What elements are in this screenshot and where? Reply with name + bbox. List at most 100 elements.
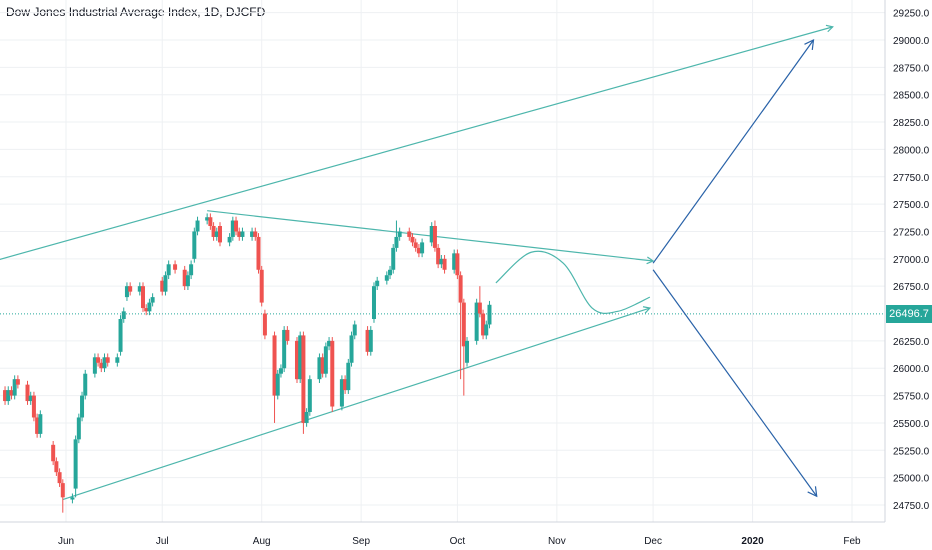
candle-down — [234, 220, 239, 232]
candle-up — [352, 324, 357, 336]
candle-up — [137, 286, 142, 292]
candle-up — [185, 275, 190, 287]
candle-down — [99, 362, 104, 369]
candle-up — [391, 247, 396, 270]
candle-down — [259, 269, 264, 303]
candle-up — [6, 390, 11, 402]
candle-down — [60, 483, 65, 498]
candle-up — [317, 357, 322, 380]
candle-up — [323, 346, 328, 374]
candle-down — [272, 335, 277, 396]
x-tick-label: Dec — [644, 536, 662, 547]
candle-down — [208, 217, 213, 226]
candle-down — [461, 302, 466, 347]
y-tick-label: 27250.0 — [893, 227, 930, 238]
x-tick-label: Sep — [352, 536, 370, 547]
candle-down — [54, 461, 59, 473]
candle-down — [256, 236, 261, 270]
candle-up — [339, 379, 344, 407]
candle-down — [442, 258, 447, 270]
candle-up — [147, 302, 152, 312]
y-tick-label: 28250.0 — [893, 118, 930, 129]
candle-down — [211, 226, 216, 237]
y-tick-label: 26000.0 — [893, 364, 930, 375]
candle-up — [150, 297, 155, 303]
candle-down — [253, 231, 258, 237]
bearish-arrow — [652, 269, 818, 497]
candle-down — [413, 242, 418, 248]
candle-up — [38, 414, 43, 434]
x-tick-label: Oct — [450, 536, 466, 547]
candle-up — [192, 231, 197, 259]
candle-up — [371, 286, 376, 319]
candle-down — [57, 472, 62, 484]
candle-up — [304, 412, 309, 423]
x-tick-label: Feb — [843, 536, 861, 547]
candle-up — [227, 236, 232, 243]
candle-down — [31, 395, 36, 418]
candle-up — [250, 231, 255, 237]
candle-down — [481, 313, 486, 336]
chart-title: Dow Jones Industrial Average Index, 1D, … — [6, 5, 266, 19]
candle-up — [102, 357, 107, 369]
candle-down — [237, 231, 242, 237]
candle-up — [115, 357, 120, 363]
y-tick-label: 29000.0 — [893, 36, 930, 47]
candle-down — [96, 357, 101, 363]
candle-up — [166, 264, 171, 276]
candle-up — [73, 439, 78, 489]
candle-down — [173, 264, 178, 270]
y-tick-label: 26750.0 — [893, 282, 930, 293]
candle-up — [124, 286, 129, 298]
last-price-label: 26496.7 — [886, 304, 932, 323]
candle-up — [388, 269, 393, 276]
candle-up — [298, 335, 303, 380]
candle-up — [189, 264, 194, 276]
candle-up — [12, 379, 17, 396]
candle-up — [346, 362, 351, 391]
candle-down — [320, 357, 325, 374]
candle-up — [118, 319, 123, 352]
candle-down — [455, 253, 460, 276]
upper-channel-arrowhead — [825, 24, 834, 33]
candle-up — [76, 417, 81, 440]
upper-channel-line — [0, 26, 833, 260]
lower-trendline — [62, 307, 651, 501]
candle-down — [160, 280, 165, 292]
x-tick-label: 2020 — [741, 536, 764, 547]
bearish-arrowhead — [807, 486, 818, 498]
lower-trend-arrowhead — [642, 306, 652, 314]
candle-up — [327, 340, 332, 347]
y-tick-label: 27750.0 — [893, 173, 930, 184]
candle-up — [439, 258, 444, 265]
y-tick-label: 29250.0 — [893, 9, 930, 20]
candle-up — [375, 280, 380, 287]
candle-down — [217, 226, 222, 243]
candle-down — [365, 329, 370, 352]
candle-up — [205, 217, 210, 221]
bullish-arrowhead — [804, 38, 815, 50]
candle-up — [195, 220, 200, 232]
candle-up — [384, 275, 389, 281]
x-tick-label: Nov — [548, 536, 566, 547]
candle-down — [3, 390, 8, 402]
candle-down — [15, 379, 20, 385]
x-tick-label: Jun — [58, 536, 74, 547]
y-tick-label: 26250.0 — [893, 337, 930, 348]
candle-up — [80, 395, 85, 418]
candle-up — [70, 497, 75, 500]
candle-up — [394, 236, 399, 248]
candle-up — [282, 329, 287, 369]
candle-down — [51, 444, 56, 462]
candle-up — [452, 253, 457, 270]
forecast-curve — [495, 250, 651, 314]
y-tick-label: 25000.0 — [893, 474, 930, 485]
candle-down — [343, 379, 348, 391]
candle-down — [410, 236, 415, 243]
y-tick-label: 28500.0 — [893, 91, 930, 102]
candle-down — [262, 313, 267, 336]
candle-down — [140, 286, 145, 309]
candle-up — [397, 231, 402, 237]
x-tick-label: Jul — [156, 536, 169, 547]
